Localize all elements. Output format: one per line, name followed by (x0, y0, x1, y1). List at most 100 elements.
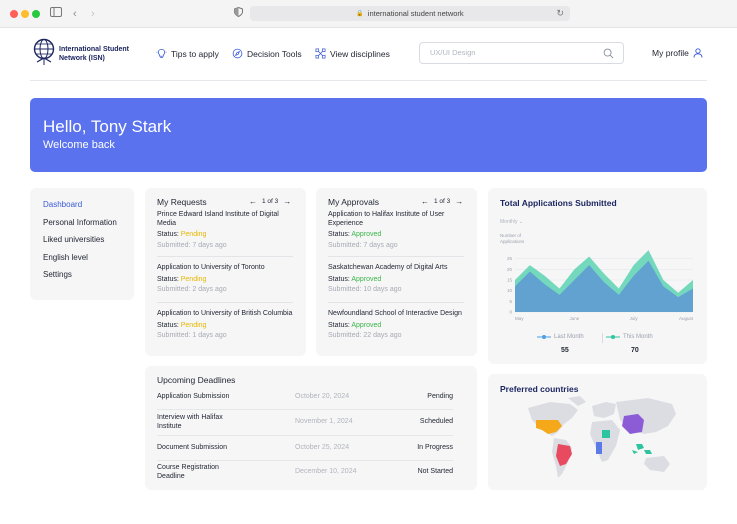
search-box[interactable] (419, 42, 624, 64)
nav-view-disciplines[interactable]: View disciplines (315, 48, 390, 59)
divider (328, 302, 464, 303)
reload-icon[interactable]: ↻ (556, 8, 564, 18)
deadline-name: Document Submission (157, 444, 228, 451)
isn-logo-icon[interactable] (33, 38, 55, 66)
y-axis-label: Number of (500, 233, 522, 238)
status-approved: Approved (351, 321, 382, 329)
upcoming-deadlines-card: Upcoming Deadlines Application Submissio… (145, 366, 477, 490)
usa-shape[interactable] (536, 420, 562, 434)
divider (157, 302, 293, 303)
preferred-countries-card: Preferred countries (488, 374, 707, 490)
nav-label: Tips to apply (171, 48, 219, 59)
back-arrow-icon[interactable]: ‹ (73, 8, 77, 20)
prev-arrow-icon[interactable]: ← (421, 197, 429, 206)
request-status: Status: Pending (157, 275, 207, 283)
search-input[interactable] (430, 48, 600, 57)
my-requests-card: My Requests ← 1 of 3 → Prince Edward Isl… (145, 188, 306, 356)
header-divider (30, 80, 707, 81)
minimize-window-button[interactable] (21, 10, 29, 18)
request-date: Submitted: 2 days ago (157, 286, 227, 293)
approval-item[interactable]: Application to Halifax Institute of User… (328, 211, 468, 250)
europe-shape (592, 402, 616, 418)
approval-status: Status: Approved (328, 321, 382, 329)
period-selector[interactable]: Monthly ⌄ (500, 219, 523, 225)
request-item[interactable]: Prince Edward Island Institute of Digita… (157, 211, 297, 250)
status-pending: Pending (180, 275, 207, 283)
approval-status: Status: Approved (328, 231, 382, 238)
divider (328, 256, 464, 257)
approval-name: Application to Halifax Institute of User… (328, 211, 445, 227)
requests-title: My Requests (157, 197, 207, 207)
shield-icon[interactable] (234, 6, 243, 21)
my-profile-link[interactable]: My profile (652, 48, 703, 58)
divider (157, 435, 453, 436)
applications-area-chart: Monthly ⌄ Number of Applications 0 5 10 15 20… (500, 219, 694, 321)
deadline-row[interactable]: Interview with Halifax Institute Novembe… (157, 414, 453, 434)
nav-decision-tools[interactable]: Decision Tools (232, 48, 302, 59)
divider (157, 409, 453, 410)
nav-tips-to-apply[interactable]: Tips to apply (156, 48, 219, 59)
legend-last-month: Last Month (537, 334, 584, 340)
sidebar-toggle-icon[interactable] (50, 7, 62, 21)
y-tick-label: 0 (509, 310, 512, 315)
welcome-banner: Hello, Tony Stark Welcome back (30, 98, 707, 172)
sidebar-item-personal-information[interactable]: Personal Information (43, 217, 117, 227)
user-icon (693, 48, 703, 58)
deadline-date: October 20, 2024 (295, 393, 350, 400)
indonesia-shape[interactable] (632, 444, 652, 454)
approval-item[interactable]: Saskatchewan Academy of Digital Arts Sta… (328, 264, 468, 295)
greenland-shape (568, 396, 586, 406)
y-tick-label: 20 (507, 267, 513, 272)
divider (157, 256, 293, 257)
pager-text: 1 of 3 (262, 198, 279, 205)
welcome-subtitle: Welcome back (43, 139, 115, 151)
chart-title: Total Applications Submitted (500, 198, 617, 208)
next-arrow-icon[interactable]: → (283, 197, 292, 206)
prev-arrow-icon[interactable]: ← (249, 197, 257, 206)
legend-divider (602, 333, 603, 343)
status-approved: Approved (351, 231, 382, 238)
sidebar-item-liked-universities[interactable]: Liked universities (43, 235, 105, 244)
sidebar-item-english-level[interactable]: English level (43, 252, 88, 262)
forward-arrow-icon[interactable]: › (91, 8, 95, 20)
legend-label: Last Month (554, 334, 584, 340)
search-icon[interactable] (603, 48, 614, 59)
sidebar-item-dashboard[interactable]: Dashboard (43, 200, 83, 209)
request-name: Application to University of British Col… (157, 310, 293, 317)
requests-pager: ← 1 of 3 → (249, 197, 291, 206)
approval-name: Saskatchewan Academy of Digital Arts (328, 264, 448, 271)
y-tick-label: 15 (507, 278, 513, 283)
pager-text: 1 of 3 (434, 198, 451, 205)
request-item[interactable]: Application to University of Toronto Sta… (157, 264, 297, 295)
nigeria-shape[interactable] (596, 442, 602, 454)
approvals-title: My Approvals (328, 197, 380, 207)
deadline-row[interactable]: Application Submission October 20, 2024 … (157, 393, 453, 413)
next-arrow-icon[interactable]: → (455, 197, 464, 206)
status-pending: Pending (180, 231, 207, 238)
australia-shape (644, 456, 670, 472)
last-month-total: 55 (561, 347, 569, 354)
address-bar[interactable]: 🔒 international student network ↻ (250, 6, 570, 21)
total-applications-card: Total Applications Submitted Monthly ⌄ N… (488, 188, 707, 364)
deadline-status: Scheduled (419, 418, 453, 425)
x-tick-label: May (515, 316, 524, 321)
china-shape[interactable] (622, 414, 644, 434)
logo-text[interactable]: International Student Network (ISN) (59, 46, 129, 62)
sidebar-item-settings[interactable]: Settings (43, 270, 72, 279)
request-item[interactable]: Application to University of British Col… (157, 310, 297, 341)
y-tick-label: 5 (509, 299, 512, 304)
greeting-heading: Hello, Tony Stark (43, 117, 172, 136)
deadline-row[interactable]: Document Submission October 25, 2024 In … (157, 444, 453, 464)
approval-item[interactable]: Newfoundland School of Interactive Desig… (328, 310, 468, 341)
approval-date: Submitted: 7 days ago (328, 241, 398, 249)
maximize-window-button[interactable] (32, 10, 40, 18)
status-approved: Approved (351, 275, 382, 283)
close-window-button[interactable] (10, 10, 18, 18)
deadline-name: Interview with Halifax Institute (157, 414, 223, 430)
x-tick-label: August (679, 316, 694, 321)
brazil-shape[interactable] (556, 444, 572, 466)
deadline-row[interactable]: Course Registration Deadline December 10… (157, 464, 453, 484)
approval-date: Submitted: 22 days ago (328, 332, 402, 339)
deadline-name: Course Registration Deadline (157, 464, 219, 480)
congo-shape[interactable] (602, 430, 610, 438)
